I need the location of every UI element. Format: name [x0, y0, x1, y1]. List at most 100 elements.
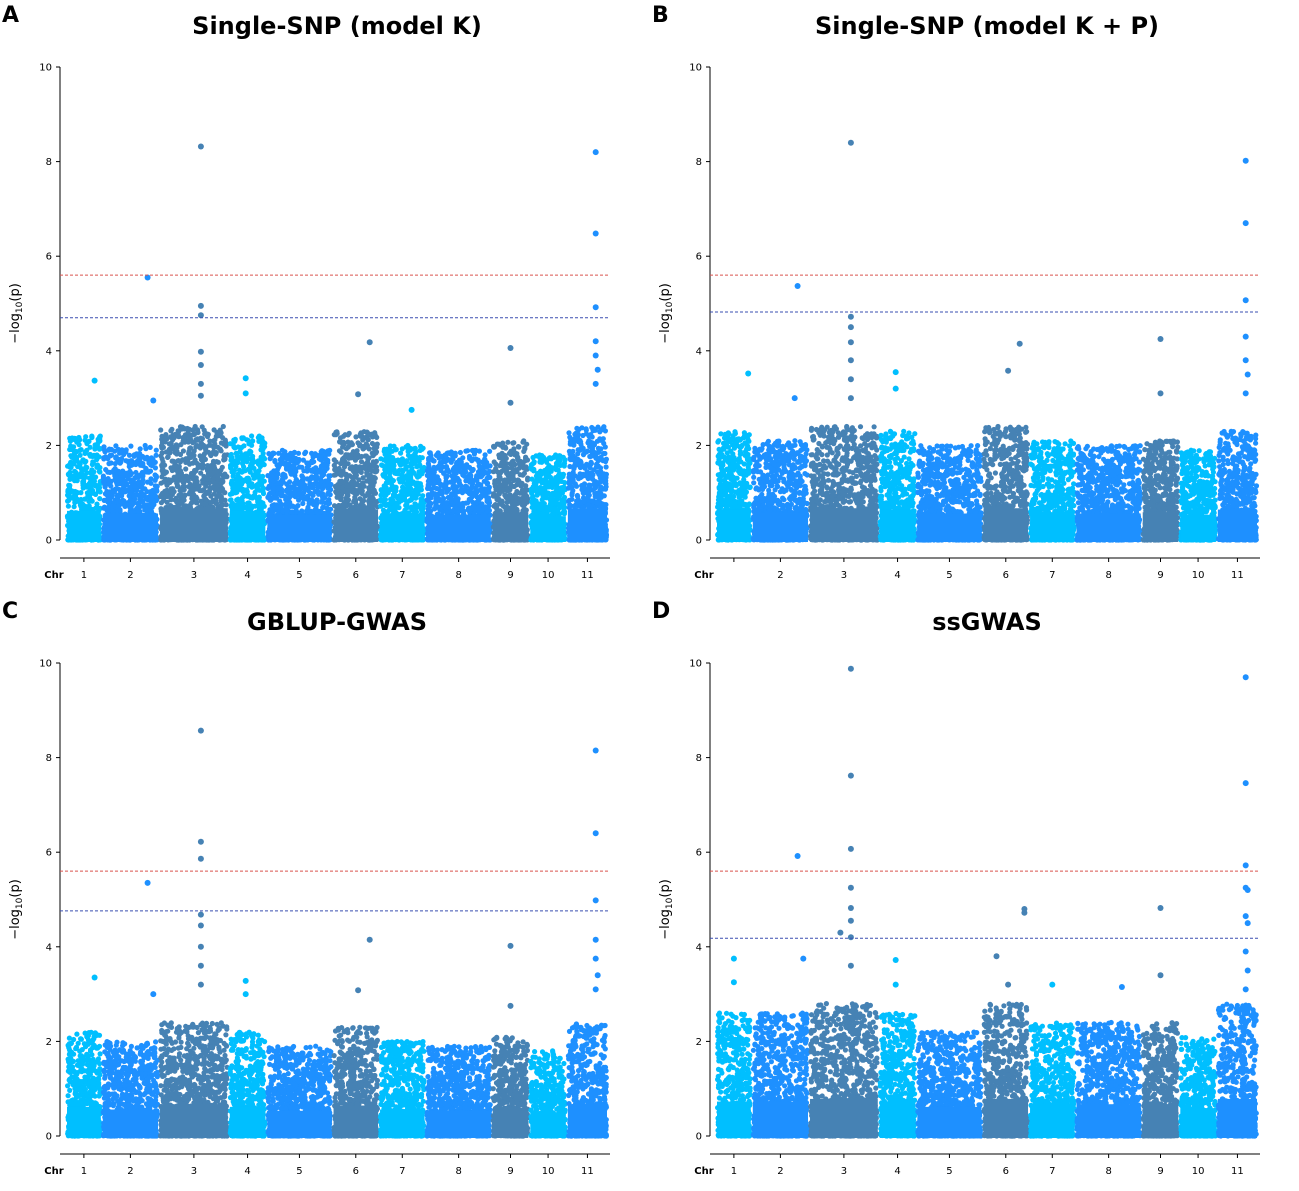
snp-point [153, 493, 159, 499]
snp-point [345, 488, 351, 495]
snp-point [245, 437, 251, 443]
snp-point [288, 450, 294, 456]
snp-point [341, 464, 348, 470]
snp-point [67, 446, 73, 453]
snp-point [230, 470, 236, 476]
snp-point [158, 427, 164, 433]
snp-point [237, 483, 243, 489]
snp-point [300, 474, 306, 481]
snp-point [307, 481, 313, 487]
snp-point [326, 500, 333, 506]
snp-point [309, 491, 315, 497]
x-tick-label: 4 [244, 570, 250, 581]
snp-point [162, 476, 169, 482]
snp-point [193, 468, 199, 474]
snp-point [217, 446, 223, 452]
snp-point [255, 435, 261, 441]
snp-point [249, 457, 255, 463]
snp-point [148, 476, 154, 482]
snp-point [373, 442, 379, 448]
snp-point [230, 459, 236, 465]
snp-point [310, 501, 316, 507]
snp-point [385, 508, 391, 515]
x-tick-label: 5 [296, 570, 302, 581]
snp-point [360, 464, 367, 470]
snp-point [337, 438, 343, 445]
snp-point [370, 453, 376, 459]
snp-point [117, 450, 123, 456]
snp-point [347, 473, 353, 479]
snp-point [87, 452, 93, 458]
snp-point [260, 438, 266, 444]
snp-point [83, 464, 89, 470]
snp-point [354, 468, 360, 474]
snp-point [143, 467, 149, 473]
snp-point [113, 455, 119, 461]
snp-point [249, 481, 255, 487]
snp-point [187, 451, 193, 458]
snp-point [362, 435, 368, 441]
snp-point [360, 503, 366, 509]
snp-point [255, 481, 261, 487]
snp-point [150, 487, 156, 493]
snp-point [212, 437, 218, 443]
snp-point [239, 435, 245, 441]
snp-point [83, 434, 89, 440]
snp-point [69, 488, 75, 494]
snp-point [334, 494, 340, 500]
snp-point [360, 480, 366, 486]
snp-point [280, 452, 286, 458]
snp-point [295, 450, 302, 456]
snp-point [147, 444, 153, 450]
snp-point [211, 444, 217, 451]
snp-point [121, 451, 127, 457]
snp-point [230, 489, 236, 495]
snp-point [207, 467, 213, 473]
snp-point [66, 482, 72, 488]
snp-point [364, 460, 371, 467]
snp-point [379, 490, 385, 496]
snp-point [187, 445, 193, 451]
snp-point [175, 483, 181, 489]
snp-point [385, 480, 391, 486]
snp-point [158, 493, 164, 499]
snp-point [128, 500, 134, 506]
snp-point [89, 434, 95, 441]
snp-point [256, 495, 262, 501]
snp-point [306, 501, 312, 507]
snp-point [92, 442, 98, 448]
snp-point [89, 471, 95, 477]
snp-point [77, 461, 83, 467]
snp-point [353, 500, 359, 506]
snp-point [177, 451, 184, 458]
snp-point [361, 498, 367, 504]
snp-point [88, 506, 94, 512]
snp-point [218, 502, 224, 509]
snp-point [234, 451, 240, 457]
snp-point [324, 506, 330, 512]
snp-point [265, 485, 271, 491]
snp-point [102, 481, 108, 487]
snp-point [234, 506, 240, 512]
snp-point [408, 463, 414, 469]
x-axis-label: Chr [44, 570, 63, 581]
x-tick-label: 2 [127, 570, 133, 581]
snp-point [280, 479, 286, 485]
snp-point [300, 457, 306, 463]
snp-point [383, 463, 389, 469]
dense-snp-band [267, 514, 332, 542]
snp-point [180, 448, 186, 454]
snp-point [158, 500, 164, 506]
snp-point [127, 484, 133, 490]
snp-point [169, 444, 175, 450]
snp-point [93, 474, 99, 480]
snp-point [82, 474, 88, 480]
snp-point [201, 501, 207, 507]
snp-point [322, 468, 328, 474]
y-tick-label: 4 [46, 346, 52, 357]
snp-point [159, 450, 165, 456]
snp-point [190, 440, 196, 446]
snp-point [318, 454, 324, 460]
y-tick-label: 2 [46, 441, 52, 452]
y-tick-label: 6 [46, 252, 52, 263]
